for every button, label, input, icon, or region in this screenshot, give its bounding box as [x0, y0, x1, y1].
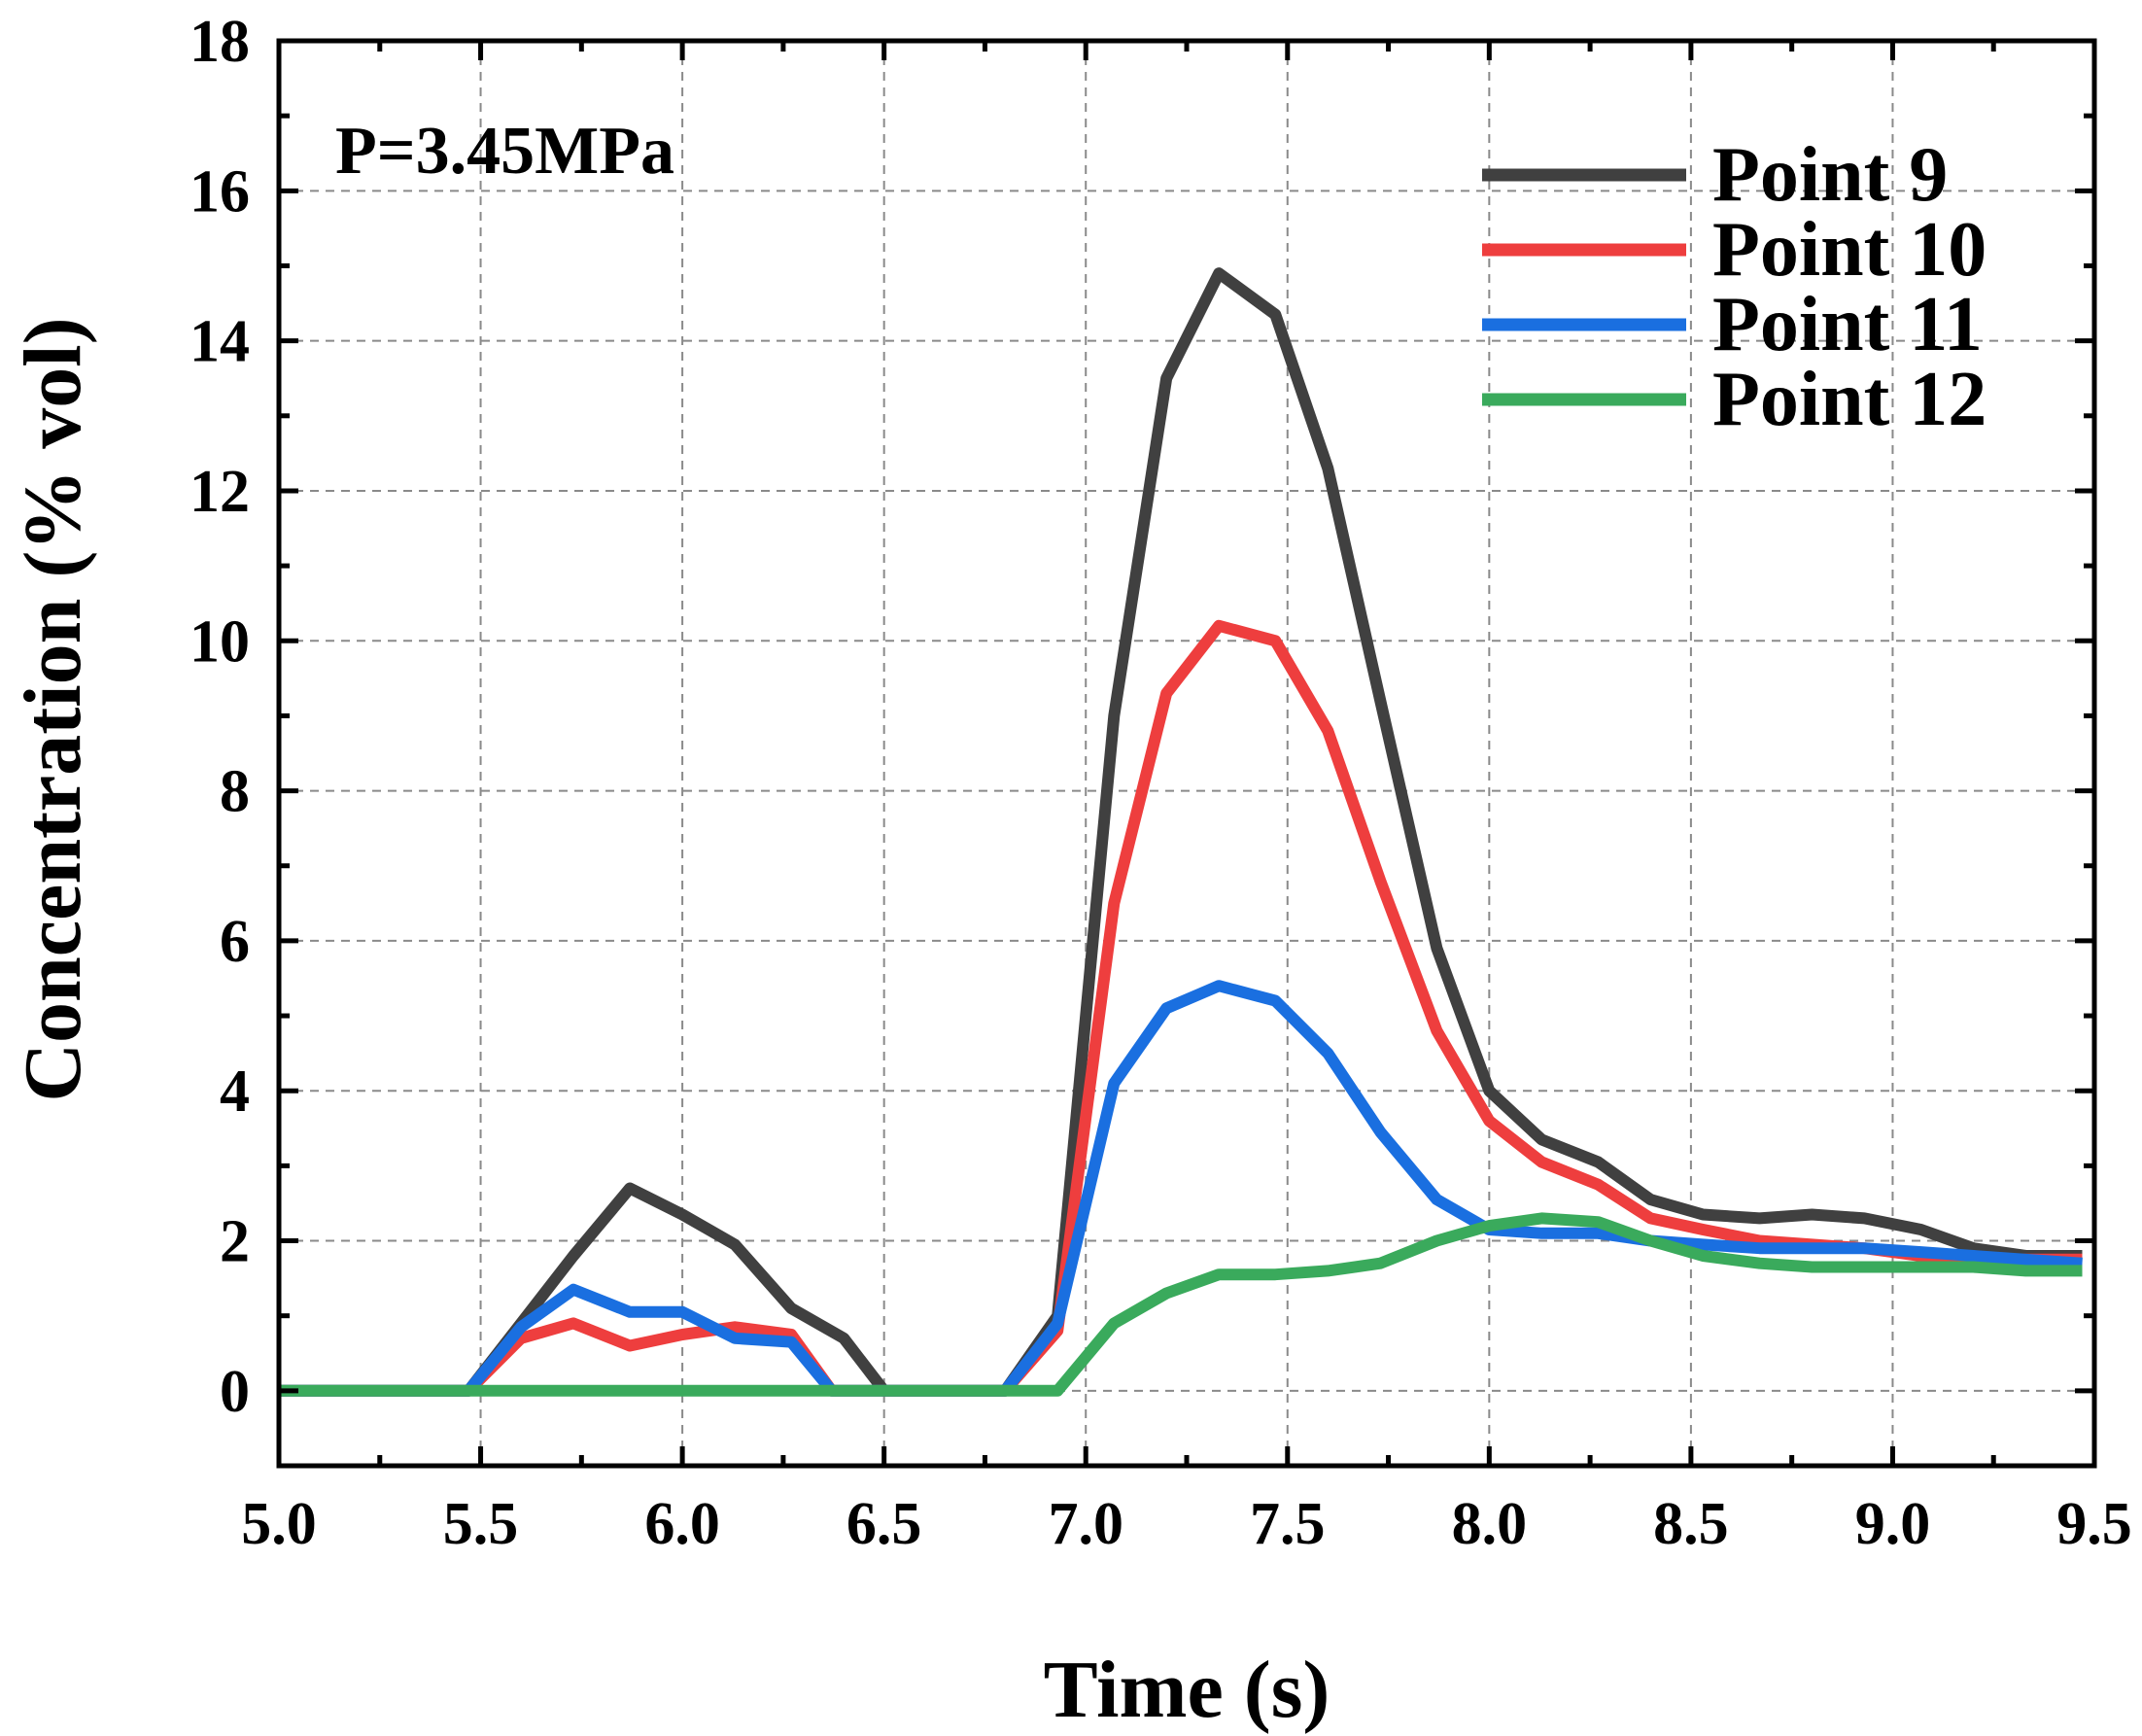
x-tick-label: 8.5: [1653, 1491, 1729, 1557]
y-tick-label: 14: [190, 309, 250, 375]
x-tick-label: 8.0: [1452, 1491, 1528, 1557]
y-axis-title: Concentration (% vol): [8, 317, 98, 1101]
y-tick-label: 18: [190, 9, 250, 75]
series-lines: [279, 267, 2083, 1397]
y-tick-label: 8: [220, 759, 250, 825]
axis-ticks: [276, 38, 2097, 1469]
y-tick-label: 4: [220, 1059, 250, 1125]
x-tick-label: 6.0: [644, 1491, 720, 1557]
x-tick-label: 9.5: [2056, 1491, 2132, 1557]
legend-label: Point 9: [1712, 132, 1948, 218]
legend-label: Point 10: [1712, 207, 1987, 293]
legend-label: Point 11: [1712, 282, 1983, 367]
series-line-point-11: [279, 980, 2083, 1397]
x-tick-label: 5.5: [443, 1491, 519, 1557]
y-tick-label: 12: [190, 459, 250, 525]
x-axis-title: Time (s): [1044, 1645, 1330, 1735]
x-tick-labels: 5.0 5.5 6.0 6.5 7.0 7.5 8.0 8.5 9.0 9.5: [241, 1491, 2132, 1557]
y-tick-labels: 0 2 4 6 8 10 12 14 16 18: [190, 9, 250, 1425]
pressure-annotation: P=3.45MPa: [335, 114, 674, 189]
legend-label: Point 12: [1712, 357, 1987, 442]
y-tick-label: 16: [190, 158, 250, 225]
y-tick-label: 10: [190, 608, 250, 675]
y-tick-label: 6: [220, 909, 250, 975]
x-tick-label: 6.5: [846, 1491, 922, 1557]
series-line-point-9: [279, 267, 2083, 1397]
x-tick-label: 9.0: [1855, 1491, 1931, 1557]
y-tick-label: 0: [220, 1359, 250, 1425]
x-tick-label: 7.0: [1048, 1491, 1123, 1557]
x-tick-label: 5.0: [241, 1491, 317, 1557]
y-tick-label: 2: [220, 1209, 250, 1275]
series-line-point-12: [279, 1212, 2083, 1397]
x-tick-label: 7.5: [1250, 1491, 1326, 1557]
